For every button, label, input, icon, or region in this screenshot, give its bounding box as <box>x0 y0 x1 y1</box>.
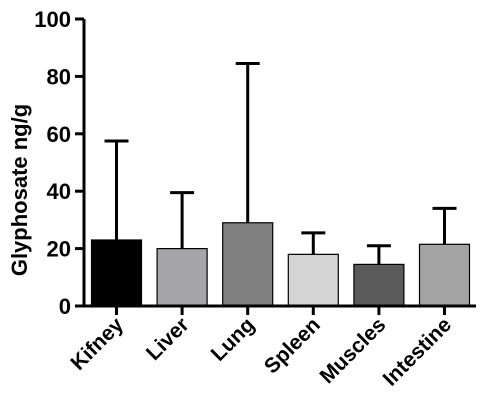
y-tick-label-80: 80 <box>47 64 71 89</box>
axes-group <box>82 19 476 315</box>
bar-muscles <box>353 263 405 307</box>
y-ticks-group: 0 20 40 60 80 100 <box>34 7 84 319</box>
x-label-intestine: Intestine <box>379 313 456 390</box>
y-axis-title: Glyphosate ng/g <box>7 104 32 276</box>
x-label-muscles: Muscles <box>316 313 391 388</box>
x-label-lung: Lung <box>207 313 260 366</box>
bar-liver <box>156 248 208 307</box>
x-label-kifney: Kifney <box>66 313 128 375</box>
bar-spleen <box>287 253 339 307</box>
y-tick-label-20: 20 <box>47 237 71 262</box>
bar-intestine <box>418 243 471 307</box>
bar-lung <box>222 222 274 307</box>
y-tick-label-60: 60 <box>47 122 71 147</box>
x-label-liver: Liver <box>142 313 194 365</box>
bar-kifney <box>90 239 143 307</box>
bars-group <box>90 222 471 307</box>
y-tick-label-0: 0 <box>59 294 71 319</box>
y-tick-label-40: 40 <box>47 179 71 204</box>
y-tick-label-100: 100 <box>34 7 71 32</box>
x-label-spleen: Spleen <box>260 313 325 378</box>
error-bars-group <box>104 61 457 265</box>
